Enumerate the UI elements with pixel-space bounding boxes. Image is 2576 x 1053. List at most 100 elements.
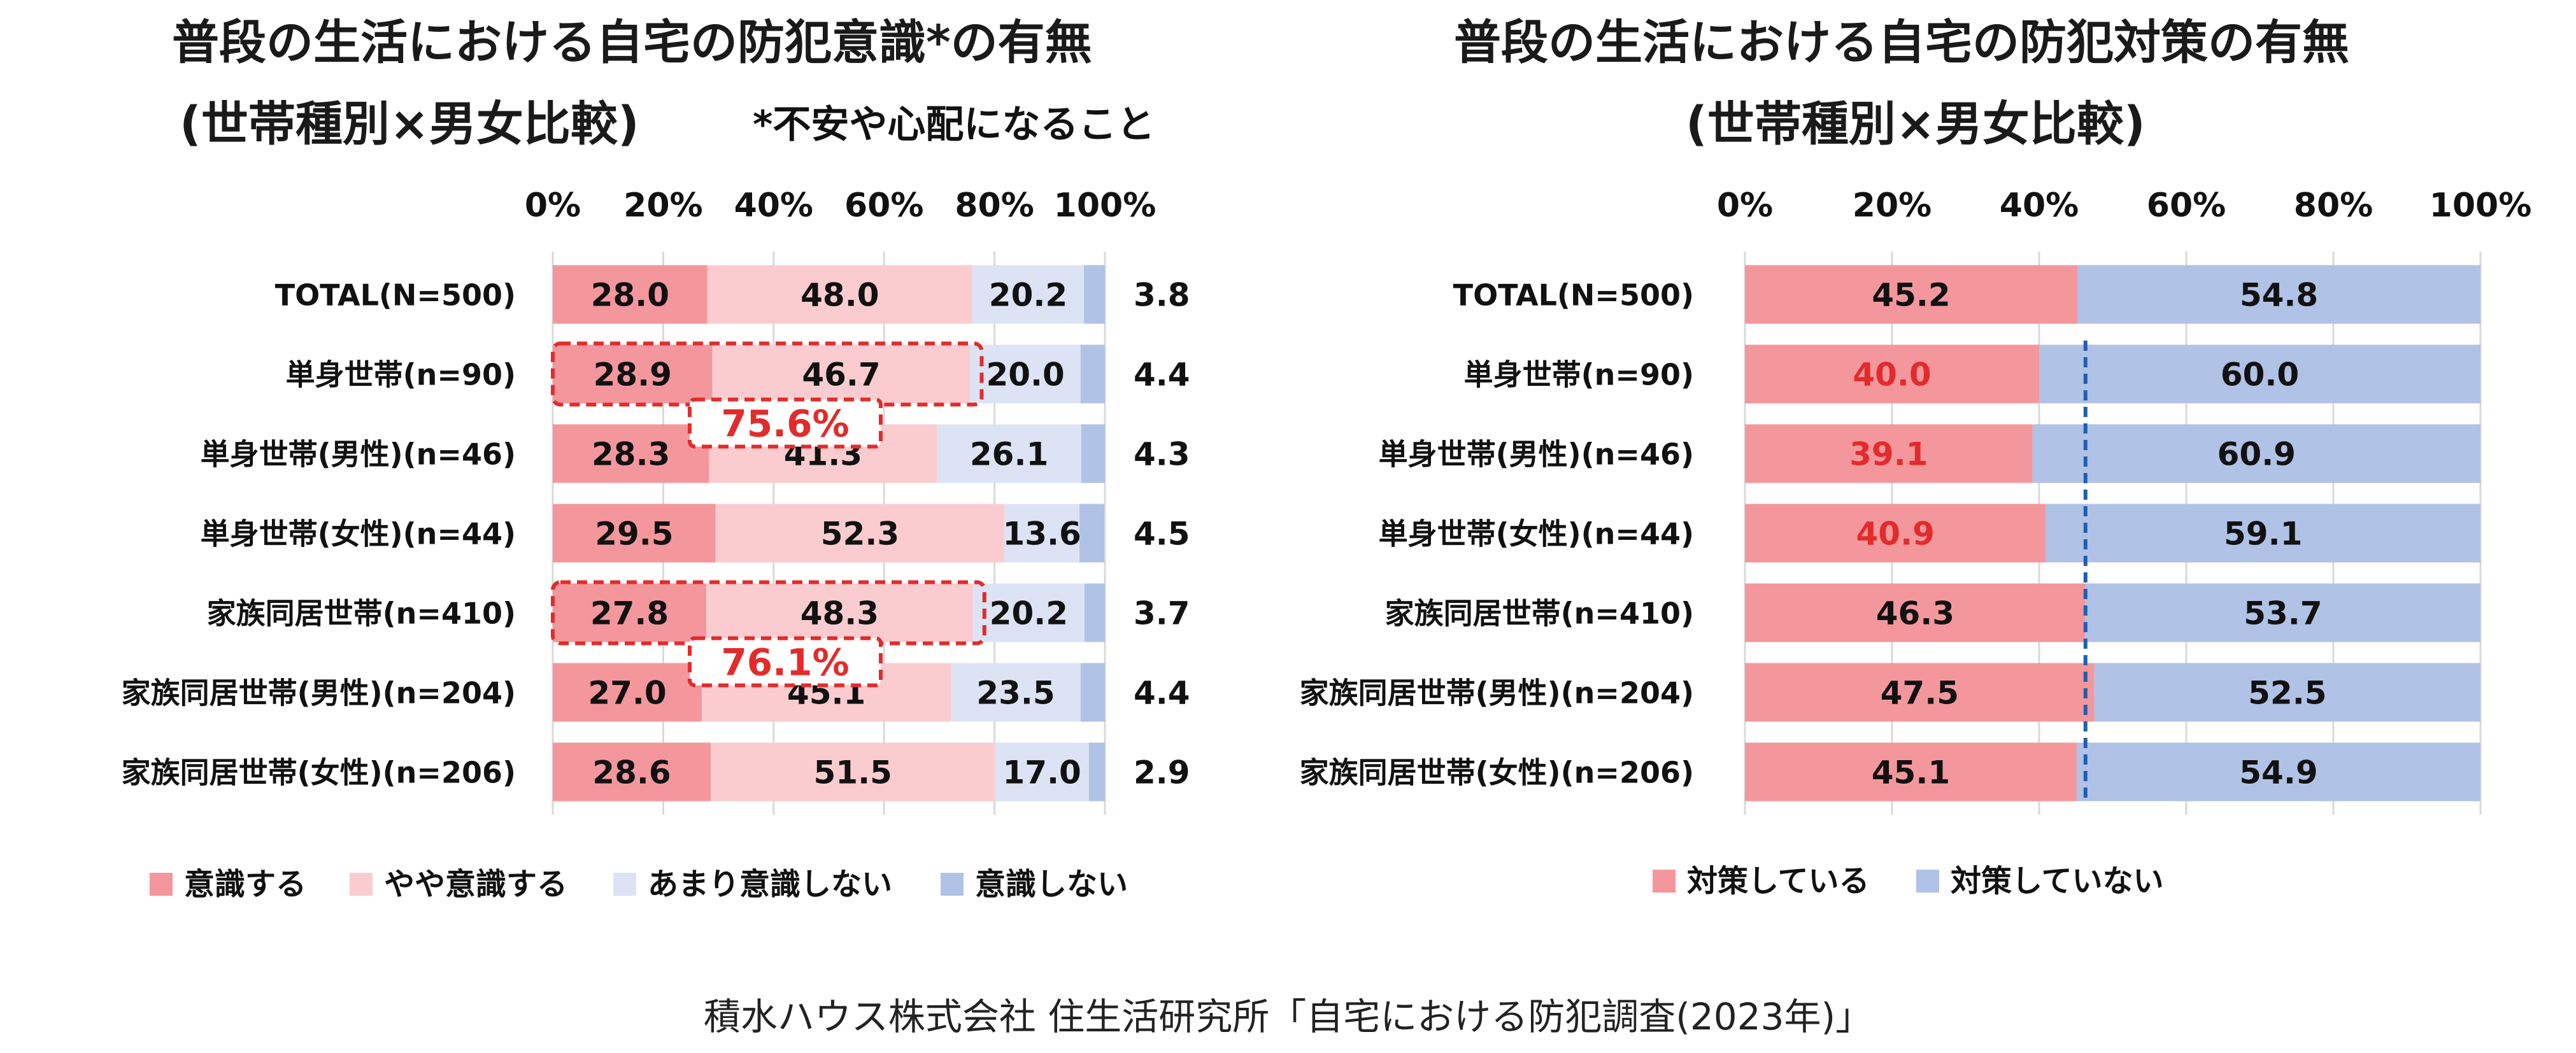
source-credit: 積水ハウス株式会社 住生活研究所「自宅における防犯調査(2023年)」 (703, 995, 1873, 1038)
left-axis-tick-label: 80% (955, 187, 1034, 225)
left-bar-segment (553, 344, 713, 404)
right-legend-swatch (1653, 870, 1676, 893)
left-data-label: 17.0 (1002, 754, 1081, 791)
right-data-label: 54.9 (2239, 754, 2317, 791)
left-category-label: 単身世帯(n=90) (286, 358, 516, 392)
left-axis-tick-label: 40% (734, 187, 813, 225)
right-category-label: 単身世帯(男性)(n=46) (1379, 437, 1694, 472)
left-bar-segment (972, 265, 1085, 324)
left-bar-segment (1084, 583, 1105, 642)
left-legend-label: 意識する (184, 866, 306, 902)
right-data-label: 60.9 (2217, 436, 2296, 473)
right-bar-segment (1745, 424, 2033, 483)
left-data-label: 28.6 (592, 754, 671, 791)
left-data-label: 29.5 (595, 516, 673, 553)
left-bar-segment (553, 583, 707, 642)
left-bar-segment (937, 424, 1081, 483)
right-data-label: 39.1 (1849, 436, 1928, 473)
left-legend-swatch (941, 873, 964, 896)
left-legend-label: あまり意識しない (648, 866, 892, 902)
left-bar-segment (553, 742, 711, 802)
left-data-label: 28.3 (592, 436, 670, 473)
left-category-label: 家族同居世帯(男性)(n=204) (122, 676, 516, 710)
right-data-label: 46.3 (1876, 595, 1954, 632)
left-data-label: 28.9 (594, 357, 672, 393)
left-category-label: 単身世帯(男性)(n=46) (201, 437, 516, 472)
left-bar-segment (707, 265, 972, 324)
right-data-label: 40.9 (1856, 516, 1935, 553)
left-data-label: 48.0 (801, 277, 879, 314)
right-category-label: 家族同居世帯(男性)(n=204) (1300, 676, 1694, 710)
right-legend-label: 対策していない (1951, 863, 2164, 899)
left-data-label: 48.3 (801, 595, 879, 632)
right-axis-tick-label: 0% (1717, 187, 1773, 225)
left-legend-swatch (150, 873, 173, 896)
left-bar-segment (951, 663, 1081, 722)
left-data-label: 46.7 (802, 357, 880, 393)
left-data-label: 27.8 (590, 595, 669, 632)
left-chart-title-line1: 普段の生活における自宅の防犯意識*の有無 (172, 15, 1092, 70)
left-data-label: 4.3 (1134, 436, 1190, 473)
left-data-label: 3.7 (1134, 595, 1190, 632)
right-bar-segment (1745, 583, 2086, 642)
left-bar-segment (1088, 742, 1105, 802)
left-bar-segment (1004, 504, 1080, 563)
right-bar-segment (2046, 504, 2480, 563)
left-legend-swatch (613, 873, 636, 896)
left-bar-segment (715, 504, 1005, 563)
left-data-label: 4.4 (1134, 675, 1190, 712)
highlight-box (551, 580, 986, 646)
left-data-label: 27.0 (588, 675, 666, 712)
left-bar-segment (706, 583, 973, 642)
left-bar-segment (1080, 663, 1105, 722)
left-category-label: 家族同居世帯(n=410) (207, 597, 516, 631)
left-bar-segment (712, 344, 971, 404)
right-chart-title-line2: (世帯種別×男女比較) (1686, 97, 2145, 152)
right-bar-segment (1745, 344, 2039, 404)
right-bar-segment (1745, 663, 2095, 722)
right-bar-segment (2032, 424, 2480, 483)
left-data-label: 28.0 (591, 277, 669, 314)
left-legend-label: やや意識する (384, 866, 567, 902)
right-bar-segment (1745, 742, 2077, 802)
left-bar-segment (1084, 265, 1105, 324)
right-category-label: 家族同居世帯(女性)(n=206) (1300, 756, 1694, 790)
left-bar-segment (1079, 504, 1105, 563)
highlight-callout-box (688, 397, 883, 449)
left-data-label: 51.5 (814, 754, 892, 791)
right-axis-tick-label: 20% (1853, 187, 1932, 225)
left-data-label: 52.3 (821, 516, 899, 553)
right-data-label: 45.2 (1872, 277, 1950, 314)
right-bar-segment (2085, 583, 2480, 642)
right-category-label: 家族同居世帯(n=410) (1385, 597, 1694, 631)
right-axis-tick-label: 40% (2000, 187, 2079, 225)
highlight-callout-label: 76.1% (721, 641, 849, 684)
right-bar-segment (2077, 265, 2480, 324)
right-legend-swatch (1916, 870, 1939, 893)
right-data-label: 53.7 (2244, 595, 2322, 632)
right-axis-tick-label: 60% (2147, 187, 2226, 225)
highlight-callout-label: 75.6% (721, 402, 849, 446)
right-legend-label: 対策している (1687, 863, 1870, 899)
right-data-label: 52.5 (2248, 675, 2326, 712)
left-data-label: 2.9 (1134, 754, 1190, 791)
left-data-label: 26.1 (970, 436, 1048, 473)
left-data-label: 20.2 (989, 277, 1067, 314)
right-category-label: 単身世帯(女性)(n=44) (1379, 517, 1694, 551)
right-data-label: 59.1 (2224, 516, 2302, 553)
left-axis-tick-label: 20% (623, 187, 702, 225)
left-bar-segment (553, 504, 716, 563)
left-bar-segment (553, 424, 709, 483)
right-category-label: TOTAL(N=500) (1453, 278, 1694, 313)
right-data-label: 60.0 (2221, 357, 2299, 393)
right-bar-segment (2076, 742, 2480, 802)
right-data-label: 45.1 (1872, 754, 1950, 791)
left-bar-segment (1081, 424, 1105, 483)
left-category-label: 家族同居世帯(女性)(n=206) (122, 756, 516, 790)
left-bar-segment (1080, 344, 1105, 404)
highlight-box (551, 341, 984, 407)
right-axis-tick-label: 100% (2430, 187, 2532, 225)
left-data-label: 20.2 (990, 595, 1068, 632)
left-data-label: 3.8 (1134, 277, 1190, 314)
